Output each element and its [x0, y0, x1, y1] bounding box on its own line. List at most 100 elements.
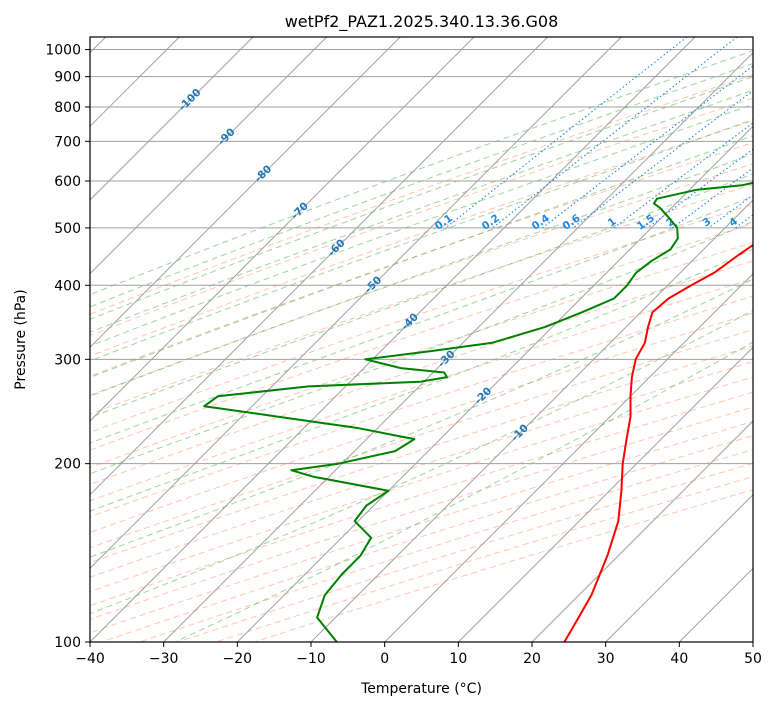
isotherm: [236, 125, 753, 642]
y-tick-label: 700: [54, 134, 81, 150]
moist-adiabat: [90, 195, 753, 444]
y-tick-label: 100: [54, 635, 81, 651]
moist-adiabat: [90, 50, 753, 296]
pressure-gridlines: [90, 49, 753, 642]
isotherm: [310, 199, 753, 642]
x-tick-label: 50: [744, 651, 762, 667]
x-tick-label: 10: [449, 651, 467, 667]
dry-adiabat: [90, 223, 753, 451]
dry-adiabat: [90, 203, 753, 433]
moist-adiabats: [90, 50, 753, 642]
y-tick-label: 800: [54, 100, 81, 116]
plot-frame: [89, 36, 754, 643]
dry-adiabat: [90, 120, 753, 357]
isotherm: [531, 420, 753, 642]
moist-adiabat: [90, 309, 753, 615]
dry-adiabat: [101, 435, 753, 642]
mixing-ratio-label: 2: [664, 215, 677, 229]
chart-title: wetPf2_PAZ1.2025.340.13.36.G08: [285, 12, 559, 32]
moist-adiabat: [90, 63, 753, 308]
isotherm: [605, 493, 753, 642]
x-tick-label: −40: [75, 651, 105, 667]
dry-adiabat: [90, 295, 753, 518]
isotherm: [752, 641, 753, 642]
dry-adiabat: [90, 361, 753, 578]
isotherm: [90, 37, 696, 642]
dry-adiabat: [90, 97, 753, 337]
dry-adiabat: [90, 329, 753, 549]
y-axis-label: Pressure (hPa): [13, 289, 29, 389]
mixing-ratio-label: 0.1: [433, 212, 455, 233]
moist-adiabat: [90, 103, 753, 347]
isotherm: [90, 37, 254, 201]
y-axis: 1000 900 800 700 600 500 400 300 200 100: [45, 43, 90, 651]
moist-adiabat: [90, 135, 753, 378]
x-axis-label: Temperature (°C): [360, 681, 482, 697]
mixing-ratio-line: [672, 167, 753, 229]
y-tick-label: 500: [54, 221, 81, 237]
dry-adiabat: [90, 142, 753, 377]
x-tick-label: 20: [523, 651, 541, 667]
mixing-ratio-label: 1: [606, 215, 619, 229]
sounding-profiles: [203, 181, 753, 642]
dry-adiabat: [90, 345, 753, 564]
y-tick-label: 600: [54, 174, 81, 190]
dry-adiabat: [177, 462, 753, 642]
dry-adiabat: [90, 183, 753, 415]
mixing-ratio-label: 1.5: [635, 212, 657, 233]
moist-adiabat: [90, 76, 753, 320]
mixing-ratio-label: 0.6: [561, 212, 583, 233]
x-tick-label: −20: [223, 651, 253, 667]
temperature-profile: [563, 243, 753, 642]
dry-adiabat: [90, 241, 753, 469]
y-tick-label: 200: [54, 457, 81, 473]
y-tick-label: 900: [54, 70, 81, 86]
y-tick-label: 1000: [45, 43, 81, 59]
mixing-ratio-lines: [445, 37, 753, 229]
mixing-ratio-line: [445, 37, 688, 229]
dry-adiabats: [90, 74, 753, 642]
isotherm: [90, 37, 328, 275]
isotherms: [90, 37, 753, 642]
moist-adiabat: [90, 220, 753, 475]
dry-adiabat: [90, 278, 753, 502]
y-tick-label: 300: [54, 352, 81, 368]
x-tick-label: 40: [670, 651, 688, 667]
x-axis: −40 −30 −20 −10 0 10 20 30 40 50: [75, 642, 762, 667]
mixing-ratio-label: 6: [766, 215, 775, 229]
dry-adiabat: [90, 74, 753, 315]
mixing-ratio-line: [572, 90, 753, 229]
moist-adiabat: [90, 153, 753, 397]
dry-adiabat: [90, 391, 753, 607]
isotherm: [678, 567, 753, 642]
mixing-ratio-line: [734, 214, 753, 229]
isotherm: [384, 272, 753, 642]
x-tick-label: 30: [597, 651, 615, 667]
x-tick-label: −10: [296, 651, 326, 667]
x-tick-label: −30: [149, 651, 179, 667]
dry-adiabat: [90, 260, 753, 485]
isotherm: [163, 51, 753, 642]
isotherm: [457, 346, 753, 642]
plot-area: 0.10.20.40.611.52346810131620253036-100-…: [90, 37, 775, 642]
y-tick-label: 400: [54, 278, 81, 294]
mixing-ratio-label: 0.4: [530, 212, 552, 233]
isotherm: [90, 37, 622, 570]
mixing-ratio-line: [542, 65, 753, 229]
dry-adiabat: [90, 312, 753, 534]
moist-adiabat: [90, 248, 753, 512]
x-tick-label: 0: [380, 651, 389, 667]
dry-adiabat: [90, 163, 753, 396]
isotherm: [90, 37, 549, 496]
dry-adiabat: [90, 376, 753, 593]
moist-adiabat: [90, 118, 753, 362]
isotherm: [90, 37, 401, 349]
moist-adiabat: [90, 278, 753, 558]
mixing-ratio-line: [613, 122, 753, 229]
mixing-ratio-line: [492, 37, 738, 229]
isopleth-labels: 0.10.20.40.611.52346810131620253036-100-…: [176, 86, 775, 443]
dry-adiabat: [215, 476, 753, 642]
moist-adiabat: [90, 173, 753, 419]
isotherm: [90, 37, 475, 422]
